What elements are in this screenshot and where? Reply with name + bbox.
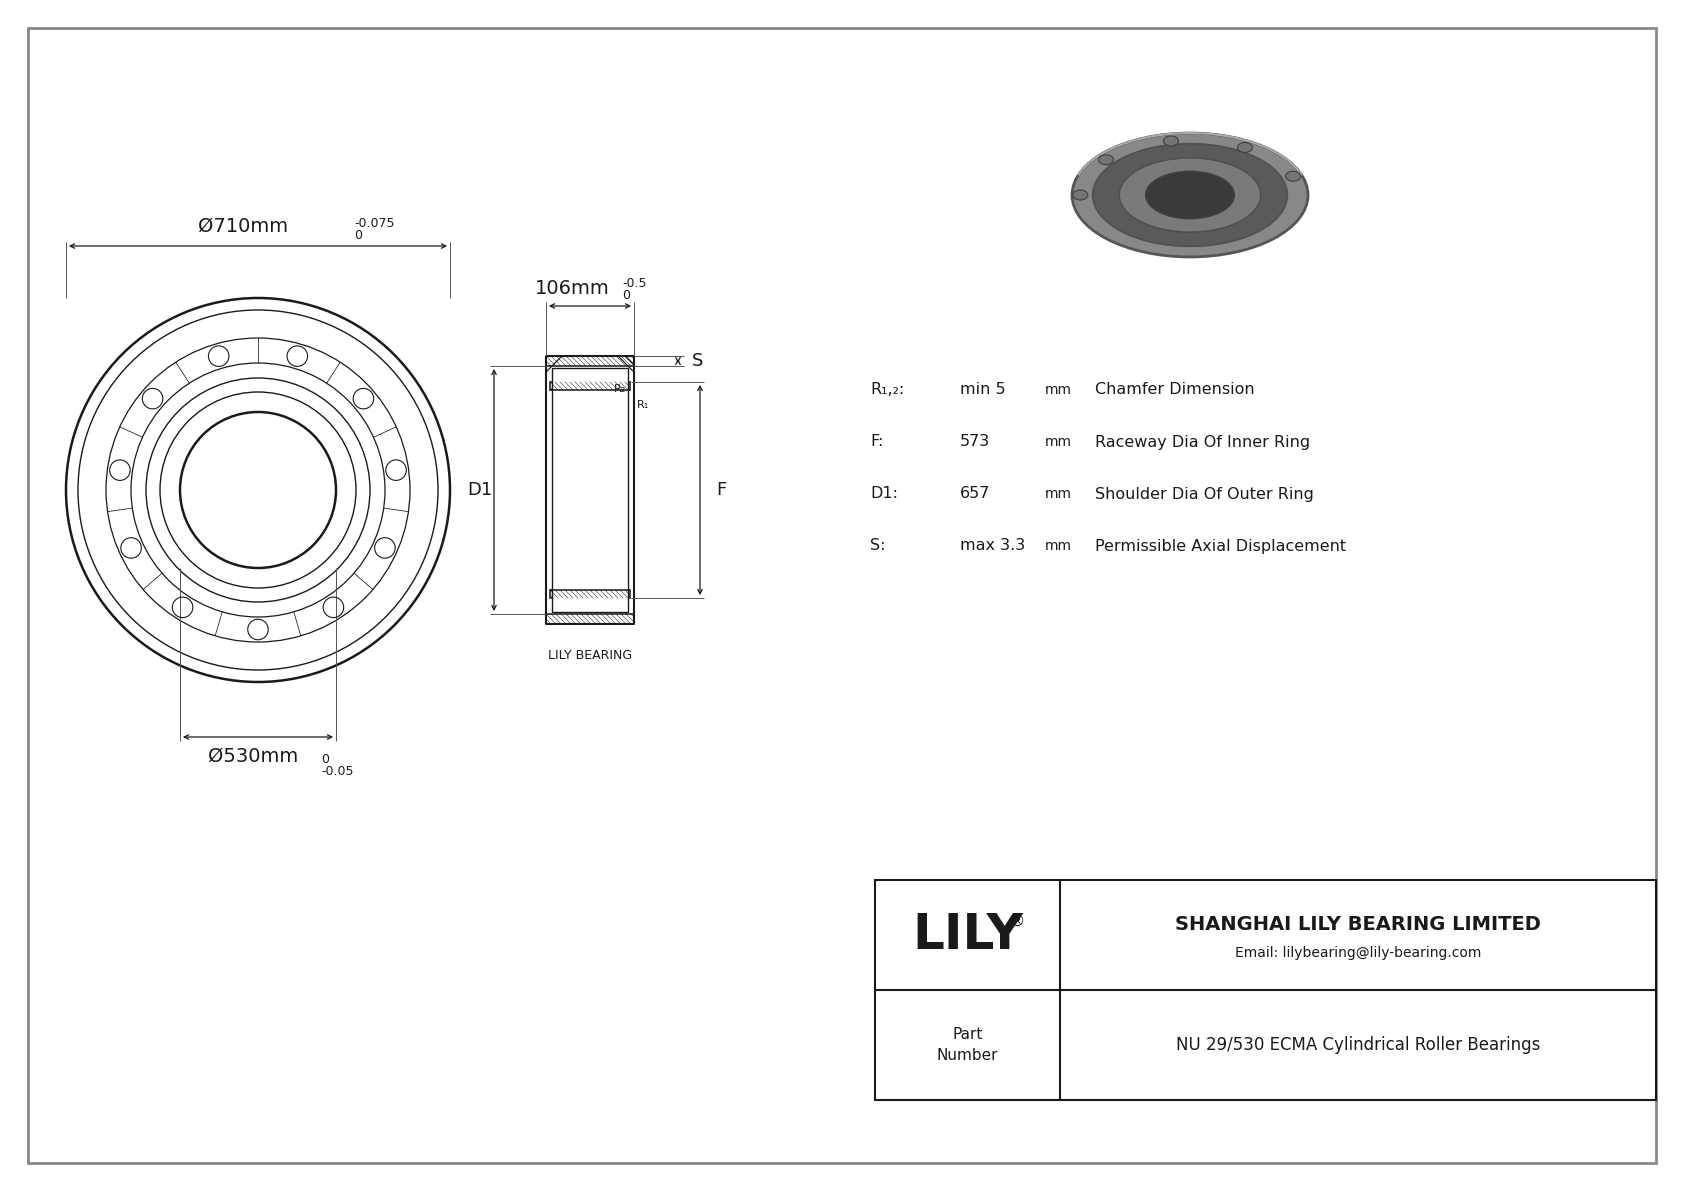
Text: 0: 0	[621, 289, 630, 303]
Text: R₂: R₂	[613, 384, 626, 394]
Text: ®: ®	[1010, 913, 1026, 929]
Text: max 3.3: max 3.3	[960, 538, 1026, 554]
Text: D1:: D1:	[871, 486, 898, 501]
Text: F: F	[716, 481, 726, 499]
Text: 657: 657	[960, 486, 990, 501]
Text: Permissible Axial Displacement: Permissible Axial Displacement	[1095, 538, 1346, 554]
Bar	[876, 880, 1655, 1100]
Text: Chamfer Dimension: Chamfer Dimension	[1095, 382, 1255, 398]
Text: -0.5: -0.5	[621, 278, 647, 289]
Text: LILY: LILY	[913, 911, 1022, 959]
Ellipse shape	[1120, 158, 1261, 232]
Ellipse shape	[1098, 155, 1113, 164]
Bar	[551, 382, 630, 389]
Text: SHANGHAI LILY BEARING LIMITED: SHANGHAI LILY BEARING LIMITED	[1175, 916, 1541, 935]
Text: S: S	[692, 353, 704, 370]
Text: Ø710mm: Ø710mm	[199, 217, 288, 236]
Text: -0.075: -0.075	[354, 217, 394, 230]
Text: D1: D1	[468, 481, 493, 499]
Bar	[551, 590, 630, 598]
Text: NU 29/530 ECMA Cylindrical Roller Bearings: NU 29/530 ECMA Cylindrical Roller Bearin…	[1175, 1036, 1541, 1054]
Text: Shoulder Dia Of Outer Ring: Shoulder Dia Of Outer Ring	[1095, 486, 1314, 501]
Ellipse shape	[1285, 172, 1300, 181]
Text: F:: F:	[871, 435, 884, 449]
Text: R₁: R₁	[637, 400, 650, 410]
Text: S:: S:	[871, 538, 886, 554]
Text: mm: mm	[1046, 384, 1073, 397]
Text: Raceway Dia Of Inner Ring: Raceway Dia Of Inner Ring	[1095, 435, 1310, 449]
Text: 0: 0	[354, 229, 362, 242]
Text: min 5: min 5	[960, 382, 1005, 398]
Bar	[546, 615, 633, 624]
Ellipse shape	[1238, 143, 1253, 152]
Bar	[546, 356, 633, 366]
Text: LILY BEARING: LILY BEARING	[547, 649, 632, 662]
Text: 0: 0	[322, 753, 328, 766]
Text: -0.05: -0.05	[322, 765, 354, 778]
Text: 573: 573	[960, 435, 990, 449]
Text: mm: mm	[1046, 435, 1073, 449]
Text: Email: lilybearing@lily-bearing.com: Email: lilybearing@lily-bearing.com	[1234, 946, 1482, 960]
Text: Ø530mm: Ø530mm	[207, 747, 298, 766]
Ellipse shape	[1164, 136, 1179, 146]
Text: 106mm: 106mm	[534, 279, 610, 298]
Bar	[552, 368, 628, 612]
Ellipse shape	[1145, 172, 1234, 219]
Text: mm: mm	[1046, 487, 1073, 501]
Text: mm: mm	[1046, 540, 1073, 553]
Text: Part
Number: Part Number	[936, 1027, 999, 1064]
Text: R₁,₂:: R₁,₂:	[871, 382, 904, 398]
Ellipse shape	[1073, 191, 1088, 200]
Ellipse shape	[1093, 144, 1287, 247]
Ellipse shape	[1073, 133, 1308, 257]
